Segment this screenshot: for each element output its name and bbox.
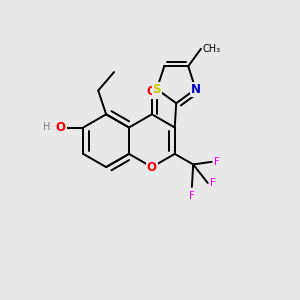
Text: F: F: [189, 191, 195, 201]
Text: F: F: [214, 157, 220, 167]
Text: F: F: [210, 178, 216, 188]
Text: O: O: [147, 85, 157, 98]
Text: S: S: [153, 82, 161, 96]
Text: O: O: [56, 121, 66, 134]
Text: O: O: [147, 160, 157, 174]
Text: CH₃: CH₃: [202, 44, 220, 54]
Text: N: N: [190, 82, 201, 96]
Text: H: H: [43, 122, 50, 133]
